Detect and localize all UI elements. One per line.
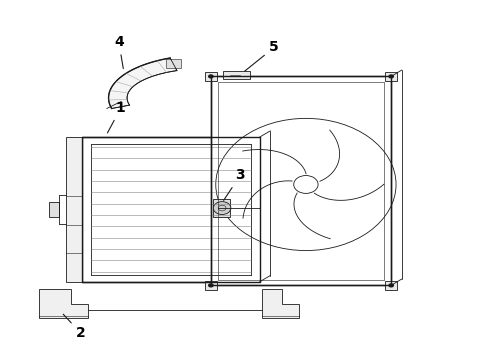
- Polygon shape: [82, 137, 260, 282]
- Polygon shape: [166, 59, 181, 68]
- Bar: [205, 72, 217, 81]
- Polygon shape: [213, 199, 230, 217]
- Text: 4: 4: [114, 35, 124, 68]
- Text: 2: 2: [63, 314, 86, 340]
- Bar: [205, 281, 217, 290]
- Polygon shape: [66, 137, 82, 282]
- Circle shape: [388, 74, 394, 78]
- Polygon shape: [49, 202, 59, 217]
- Circle shape: [213, 202, 231, 215]
- Circle shape: [388, 283, 394, 288]
- Polygon shape: [223, 71, 250, 79]
- Text: 5: 5: [245, 40, 279, 71]
- Bar: [385, 72, 397, 81]
- Circle shape: [208, 74, 214, 78]
- Text: 3: 3: [223, 168, 245, 201]
- Polygon shape: [211, 76, 391, 285]
- Circle shape: [208, 283, 214, 288]
- Bar: [385, 281, 397, 290]
- Polygon shape: [39, 289, 88, 318]
- Polygon shape: [262, 289, 298, 318]
- Polygon shape: [109, 58, 177, 108]
- Text: 1: 1: [107, 101, 125, 133]
